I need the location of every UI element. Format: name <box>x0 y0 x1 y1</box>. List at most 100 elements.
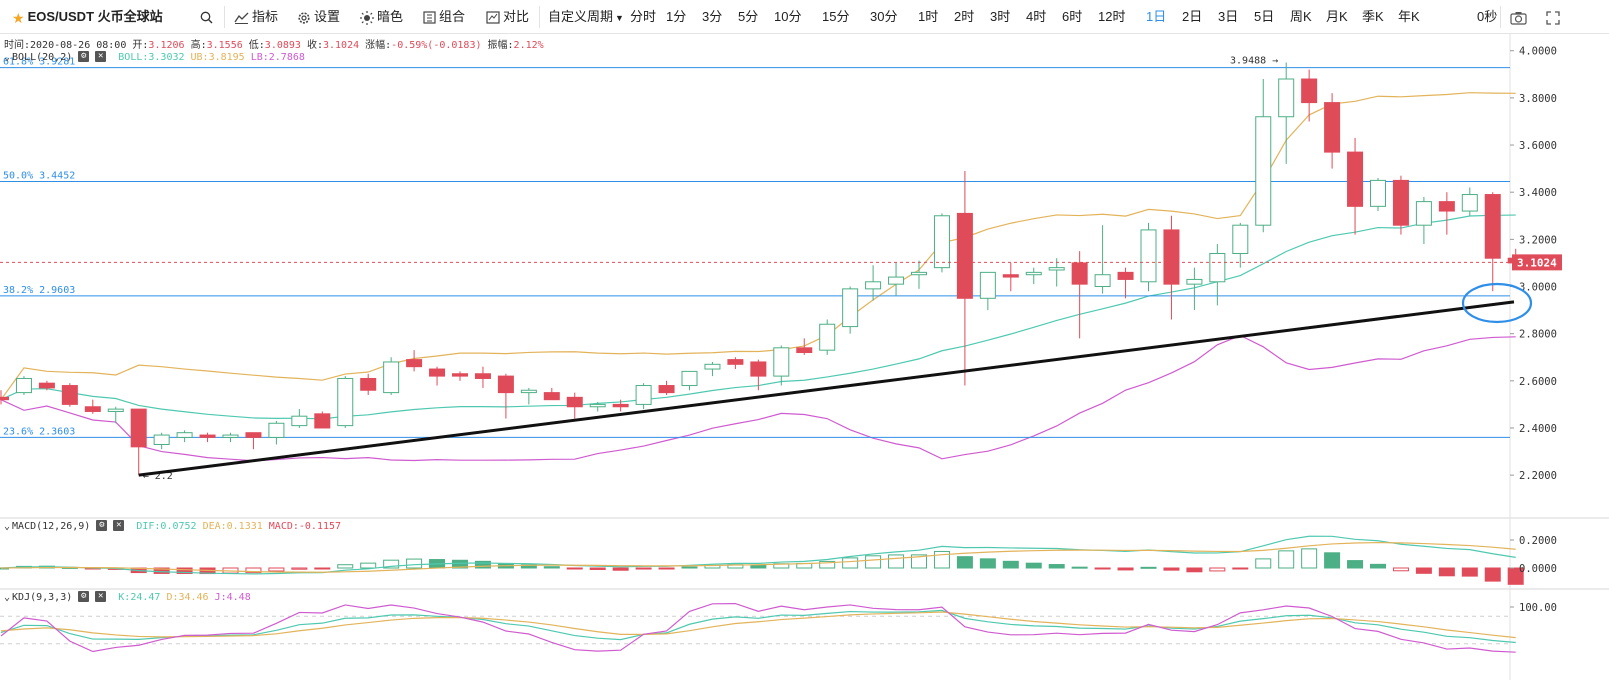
close-icon[interactable]: ✕ <box>95 51 107 62</box>
period-10[interactable]: 3时 <box>990 9 1011 24</box>
price-axis-label: 3.2000 <box>1519 234 1557 246</box>
macd-histogram-bar <box>1255 558 1272 569</box>
compare-label: 对比 <box>503 9 530 24</box>
price-axis-label: 3.6000 <box>1519 140 1557 152</box>
gear-icon[interactable]: ⚙ <box>78 591 90 602</box>
macd-histogram-bar <box>1347 560 1364 569</box>
compare-button[interactable]: 对比 <box>486 0 529 34</box>
kdj-name: KDJ(9,3,3) <box>12 591 73 603</box>
candle-body <box>360 377 377 391</box>
chevron-down-icon[interactable]: ⌄ <box>4 51 11 63</box>
candle-body <box>589 403 606 408</box>
candle-body <box>497 375 514 394</box>
candle-body <box>176 432 193 438</box>
fullscreen-button[interactable] <box>1546 0 1560 34</box>
custom-period-label: 自定义周期 <box>548 9 614 24</box>
macd-histogram-bar <box>1002 560 1019 569</box>
period-16[interactable]: 3日 <box>1218 9 1239 24</box>
macd-histogram-bar <box>1415 567 1432 574</box>
macd-legend: ⌄ MACD(12,26,9) ⚙ ✕ DIF:0.0752 DEA:0.1331 MAC… <box>4 520 347 532</box>
candle-body <box>750 361 767 377</box>
combo-button[interactable]: 组合 <box>423 0 465 34</box>
ohlc-amp-label: 振幅: <box>487 40 514 51</box>
macd-histogram-bar <box>452 559 468 569</box>
period-3[interactable]: 3分 <box>702 9 723 24</box>
period-7[interactable]: 30分 <box>870 9 898 24</box>
macd-histogram-bar <box>360 562 377 569</box>
boll-mid-value: BOLL:3.3032 <box>118 51 185 63</box>
macd-histogram-bar <box>681 566 698 569</box>
period-9[interactable]: 2时 <box>954 9 975 24</box>
settings-button[interactable]: 设置 <box>297 0 340 34</box>
dark-mode-button[interactable]: 暗色 <box>360 0 403 34</box>
period-6[interactable]: 15分 <box>822 9 850 24</box>
period-13[interactable]: 12时 <box>1098 9 1126 24</box>
search-icon <box>200 11 213 24</box>
close-icon[interactable]: ✕ <box>95 591 107 602</box>
candle-body <box>1324 102 1341 153</box>
chevron-down-icon[interactable]: ⌄ <box>4 591 11 603</box>
chart-area[interactable]: 4.0000 3.8000 3.6000 3.4000 3.2000 3.0000 2.80… <box>0 34 1609 680</box>
candle-body <box>452 373 468 377</box>
macd-histogram-bar <box>1117 567 1134 571</box>
macd-histogram-bar <box>474 560 491 569</box>
ohlc-close-label: 收: <box>306 40 323 51</box>
kdj-k-value: K:24.47 <box>118 591 161 603</box>
price-axis-label: 2.6000 <box>1519 376 1557 388</box>
ohlc-close: 3.1024 <box>322 40 360 51</box>
period-11[interactable]: 4时 <box>1026 9 1047 24</box>
toolbar-divider <box>539 6 540 28</box>
price-axis-label: 2.2000 <box>1519 470 1557 482</box>
symbol-selector[interactable]: ★ EOS/USDT 火币全球站 <box>12 0 163 34</box>
highlight-circle <box>1461 282 1533 324</box>
custom-period-dropdown[interactable]: 自定义周期 ▼ <box>548 0 624 34</box>
indicators-button[interactable]: 指标 <box>234 0 278 34</box>
high-marker: 3.9488 → <box>1230 56 1278 67</box>
candle-body <box>1415 201 1432 226</box>
period-5[interactable]: 10分 <box>774 9 802 24</box>
period-2[interactable]: 1分 <box>666 9 687 24</box>
chevron-down-icon: ▼ <box>615 13 624 23</box>
candle-body <box>406 359 423 368</box>
period-15[interactable]: 2日 <box>1182 9 1203 24</box>
macd-histogram-bar <box>658 567 675 570</box>
ohlc-open: 3.1206 <box>148 40 185 51</box>
macd-histogram-bar <box>1507 567 1524 585</box>
toolbar-divider <box>224 6 225 28</box>
macd-histogram-bar <box>1025 562 1042 569</box>
period-4[interactable]: 5分 <box>738 9 759 24</box>
macd-histogram-bar <box>566 567 583 570</box>
compare-icon <box>486 11 500 24</box>
period-14[interactable]: 1日 <box>1146 9 1167 24</box>
macd-histogram-bar <box>1461 567 1478 577</box>
macd-histogram-bar <box>1370 563 1386 569</box>
macd-histogram-bar <box>1438 567 1455 577</box>
period-17[interactable]: 5日 <box>1254 9 1275 24</box>
fib-level-label: 61.8% 3.9281 <box>3 57 75 68</box>
macd-histogram-bar <box>819 560 836 569</box>
boll-legend: ⌄ BOLL(20,2) ⚙ ✕ BOLL:3.3032 UB:3.8195 LB:2.7… <box>4 51 311 63</box>
period-8[interactable]: 1时 <box>918 9 939 24</box>
chevron-down-icon[interactable]: ⌄ <box>4 520 11 532</box>
period-1[interactable]: 分时 <box>630 9 657 24</box>
period-21[interactable]: 年K <box>1398 9 1420 24</box>
period-19[interactable]: 月K <box>1326 9 1348 24</box>
macd-histogram-bar <box>245 567 262 574</box>
snapshot-button[interactable] <box>1510 0 1527 34</box>
candle-body <box>543 392 560 401</box>
close-icon[interactable]: ✕ <box>113 520 125 531</box>
candle-body <box>429 368 446 377</box>
period-18[interactable]: 周K <box>1290 9 1312 24</box>
gear-icon[interactable]: ⚙ <box>96 520 108 531</box>
price-axis-label: 3.4000 <box>1519 187 1557 199</box>
kdj-axis-label: 100.00 <box>1519 602 1557 614</box>
candle-body <box>337 377 354 427</box>
candle-body <box>245 432 262 438</box>
search-button[interactable] <box>200 0 216 34</box>
period-12[interactable]: 6时 <box>1062 9 1083 24</box>
period-20[interactable]: 季K <box>1362 9 1384 24</box>
star-icon[interactable]: ★ <box>12 9 25 26</box>
gear-icon[interactable]: ⚙ <box>78 51 90 62</box>
chart-canvas[interactable]: 4.0000 3.8000 3.6000 3.4000 3.2000 3.0000 2.80… <box>0 34 1609 680</box>
ohlc-change: -0.59%(-0.0183) <box>391 40 482 51</box>
